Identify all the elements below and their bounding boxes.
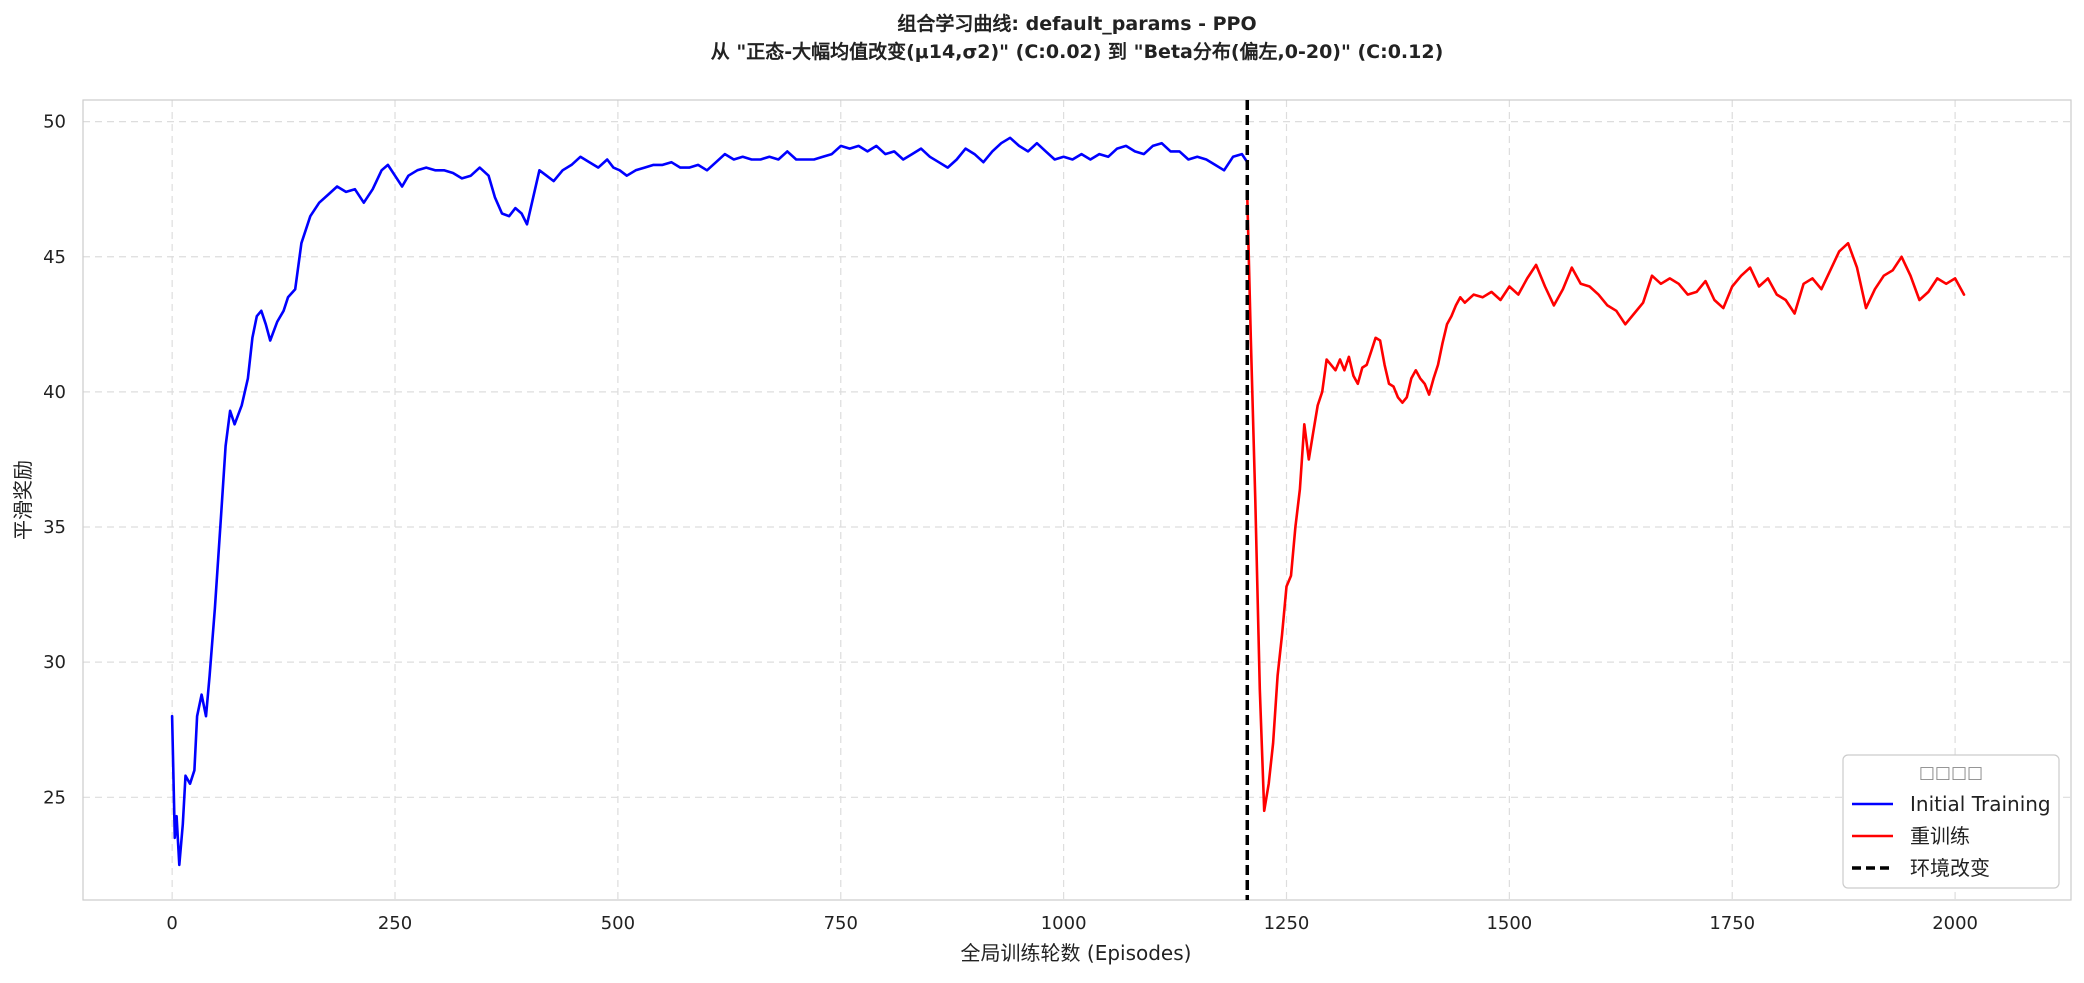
tick-layer: 0 250 500 750 1000 1250 1500 1750 2000 25 30 35 40 45…	[43, 112, 1978, 934]
x-axis-label: 全局训练轮数 (Episodes)	[961, 941, 1192, 965]
y-tick-label: 35	[43, 517, 66, 538]
legend-box	[1842, 754, 2060, 889]
y-tick-label: 25	[43, 787, 66, 808]
y-tick-label: 45	[43, 247, 66, 268]
y-tick-label: 50	[43, 112, 66, 133]
x-tick-label: 750	[824, 913, 858, 934]
grid-layer	[83, 100, 2071, 900]
series-line-initial-training	[170, 136, 1249, 867]
x-tick-label: 1250	[1264, 913, 1310, 934]
y-tick-label: 40	[43, 382, 66, 403]
y-axis-label: 平滑奖励	[11, 460, 35, 540]
series-layer	[170, 136, 1966, 867]
x-tick-label: 1750	[1709, 913, 1755, 934]
legend-label-env-change: 环境改变	[1910, 856, 1990, 880]
series-line-retraining	[1246, 196, 1966, 813]
plot-area-border	[82, 99, 2072, 901]
legend-label-retraining: 重训练	[1910, 824, 1970, 848]
legend-title: □□□□	[1919, 763, 1983, 783]
x-tick-label: 2000	[1932, 913, 1978, 934]
chart-title: 组合学习曲线: default_params - PPO	[897, 12, 1256, 35]
legend-label-initial-training: Initial Training	[1910, 792, 2051, 816]
x-tick-label: 0	[166, 913, 177, 934]
x-tick-label: 1000	[1041, 913, 1087, 934]
legend: □□□□ Initial Training 重训练 环境改变	[1842, 754, 2060, 889]
y-tick-label: 30	[43, 652, 66, 673]
x-tick-label: 250	[378, 913, 412, 934]
x-tick-label: 500	[601, 913, 635, 934]
plot-frame	[82, 99, 2072, 901]
chart-subtitle: 从 "正态-大幅均值改变(μ14,σ2)" (C:0.02) 到 "Beta分布…	[711, 40, 1444, 63]
x-tick-label: 1500	[1486, 913, 1532, 934]
